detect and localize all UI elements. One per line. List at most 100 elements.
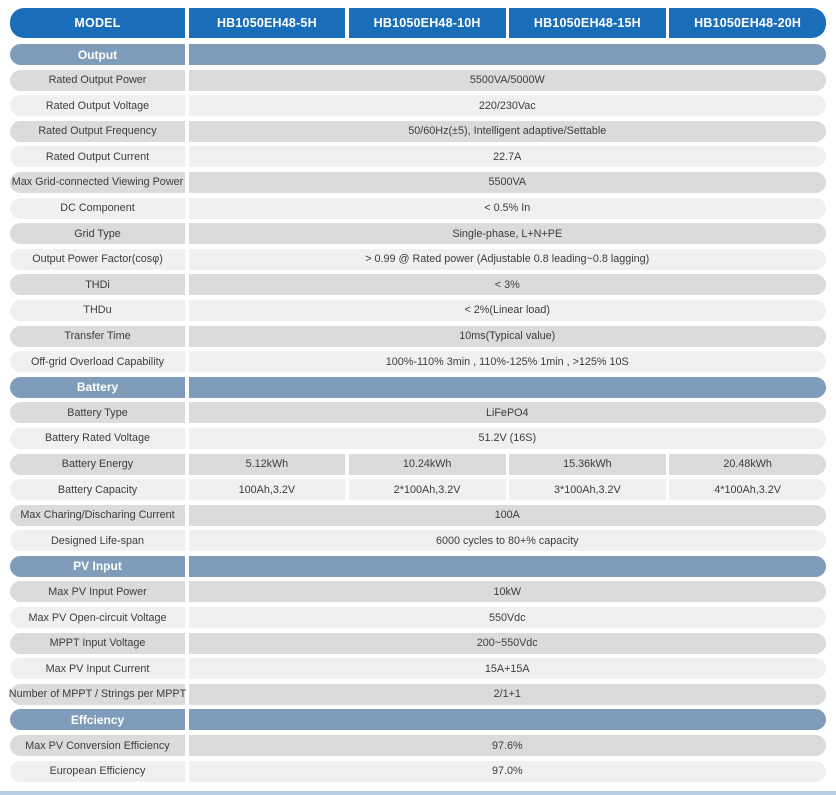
spec-row-value-col3: 3*100Ah,3.2V bbox=[509, 479, 666, 501]
spec-row-value: 6000 cycles to 80+% capacity bbox=[188, 530, 826, 552]
spec-row-label: Rated Output Current bbox=[10, 146, 185, 168]
model-column-header-4: HB1050EH48-20H bbox=[669, 8, 826, 38]
spec-row-value: 10ms(Typical value) bbox=[188, 325, 826, 347]
spec-row-value: 100%-110% 3min , 110%-125% 1min , >125% … bbox=[188, 351, 826, 373]
spec-row-value: 97.0% bbox=[188, 760, 826, 782]
spec-row-value: 50/60Hz(±5), Intelligent adaptive/Settab… bbox=[188, 120, 826, 142]
spec-row: Max PV Open-circuit Voltage 550Vdc bbox=[10, 607, 826, 629]
spec-row-label: Max Charing/Discharing Current bbox=[10, 504, 185, 526]
model-column-header-2: HB1050EH48-10H bbox=[348, 8, 506, 38]
spec-row: Battery Capacity 100Ah,3.2V 2*100Ah,3.2V 3*… bbox=[10, 479, 826, 501]
spec-row: Max PV Input Power 10kW bbox=[10, 581, 826, 603]
spec-row-value-col4: 4*100Ah,3.2V bbox=[669, 479, 826, 501]
spec-row-value: 5500VA/5000W bbox=[188, 69, 826, 91]
spec-row: MPPT Input Voltage 200~550Vdc bbox=[10, 632, 826, 654]
spec-row-value: 100A bbox=[188, 504, 826, 526]
spec-row-value: Single-phase, L+N+PE bbox=[188, 223, 826, 245]
spec-row-value: 51.2V (16S) bbox=[188, 427, 826, 449]
spec-row-value: 200~550Vdc bbox=[188, 632, 826, 654]
spec-row-value: < 0.5% In bbox=[188, 197, 826, 219]
spec-row: THDi < 3% bbox=[10, 274, 826, 296]
spec-row-value-col1: 5.12kWh bbox=[188, 453, 346, 475]
section-row: Effciency bbox=[10, 709, 826, 731]
section-fill bbox=[188, 44, 826, 65]
spec-row: Off-grid Overload Capability 100%-110% 3m… bbox=[10, 351, 826, 373]
spec-row: Output Power Factor(cosφ) > 0.99 @ Rated … bbox=[10, 248, 826, 270]
spec-row-label: Max PV Input Current bbox=[10, 658, 185, 680]
spec-row-label: European Efficiency bbox=[10, 760, 185, 782]
spec-row-label: DC Component bbox=[10, 197, 185, 219]
spec-row: Max PV Conversion Efficiency 97.6% bbox=[10, 735, 826, 757]
spec-row-value-col4: 20.48kWh bbox=[669, 453, 826, 475]
spec-row-label: Rated Output Power bbox=[10, 69, 185, 91]
spec-row-label: Grid Type bbox=[10, 223, 185, 245]
spec-row-label: MPPT Input Voltage bbox=[10, 632, 185, 654]
model-header-row: MODEL HB1050EH48-5H HB1050EH48-10H HB105… bbox=[10, 8, 826, 38]
spec-row-label: Output Power Factor(cosφ) bbox=[10, 248, 185, 270]
spec-row-label: Designed Life-span bbox=[10, 530, 185, 552]
spec-row-value: 220/230Vac bbox=[188, 95, 826, 117]
spec-row-label: THDu bbox=[10, 299, 185, 321]
spec-row: Max Grid-connected Viewing Power 5500VA bbox=[10, 171, 826, 193]
section-label: Battery bbox=[10, 376, 185, 398]
section-label: Effciency bbox=[10, 709, 185, 731]
section-label: PV Input bbox=[10, 555, 185, 577]
spec-row-value-col3: 15.36kWh bbox=[509, 453, 666, 475]
spec-row-value: 10kW bbox=[188, 581, 826, 603]
spec-row-value: 15A+15A bbox=[188, 658, 826, 680]
spec-row-value-col1: 100Ah,3.2V bbox=[188, 479, 346, 501]
spec-row-label: THDi bbox=[10, 274, 185, 296]
spec-row-label: Max PV Open-circuit Voltage bbox=[10, 607, 185, 629]
spec-row-value-col2: 10.24kWh bbox=[348, 453, 506, 475]
spec-table: MODEL HB1050EH48-5H HB1050EH48-10H HB105… bbox=[9, 8, 826, 782]
spec-row-label: Transfer Time bbox=[10, 325, 185, 347]
section-row: Battery bbox=[10, 376, 826, 398]
spec-row-label: Number of MPPT / Strings per MPPT bbox=[9, 683, 186, 705]
spec-row: Battery Energy 5.12kWh 10.24kWh 15.36kWh 20.… bbox=[10, 453, 826, 475]
spec-row-value: 550Vdc bbox=[188, 607, 826, 629]
spec-row-value-col2: 2*100Ah,3.2V bbox=[348, 479, 506, 501]
spec-row-value: LiFePO4 bbox=[188, 402, 826, 424]
spec-row-label: Rated Output Frequency bbox=[10, 120, 185, 142]
spec-row: European Efficiency 97.0% bbox=[10, 760, 826, 782]
spec-row: Max Charing/Discharing Current 100A bbox=[10, 504, 826, 526]
section-fill bbox=[188, 376, 826, 398]
section-fill bbox=[188, 709, 826, 731]
spec-row-value: < 2%(Linear load) bbox=[188, 299, 826, 321]
spec-row: Transfer Time 10ms(Typical value) bbox=[10, 325, 826, 347]
spec-row-label: Max Grid-connected Viewing Power bbox=[10, 171, 185, 193]
model-column-header-3: HB1050EH48-15H bbox=[509, 8, 666, 38]
spec-row: Designed Life-span 6000 cycles to 80+% ca… bbox=[10, 530, 826, 552]
spec-row-value: 5500VA bbox=[188, 171, 826, 193]
spec-row: Battery Type LiFePO4 bbox=[10, 402, 826, 424]
section-fill bbox=[188, 555, 826, 577]
spec-row-label: Max PV Input Power bbox=[10, 581, 185, 603]
spec-row: Rated Output Voltage 220/230Vac bbox=[10, 95, 826, 117]
spec-row-label: Battery Type bbox=[10, 402, 185, 424]
section-row: PV Input bbox=[10, 555, 826, 577]
spec-row-value: < 3% bbox=[188, 274, 826, 296]
model-header-label: MODEL bbox=[10, 8, 185, 38]
spec-row-label: Battery Rated Voltage bbox=[10, 427, 185, 449]
spec-row: Max PV Input Current 15A+15A bbox=[10, 658, 826, 680]
section-row: Output bbox=[10, 44, 826, 65]
spec-row-label: Off-grid Overload Capability bbox=[10, 351, 185, 373]
spec-row: Number of MPPT / Strings per MPPT 2/1+1 bbox=[9, 683, 826, 705]
spec-row-label: Rated Output Voltage bbox=[10, 95, 185, 117]
spec-row-label: Battery Capacity bbox=[10, 479, 185, 501]
spec-row-label: Max PV Conversion Efficiency bbox=[10, 735, 185, 757]
bottom-accent-line bbox=[0, 791, 836, 795]
section-label: Output bbox=[10, 44, 185, 65]
spec-rows: Output Rated Output Power 5500VA/5000W Rate… bbox=[9, 44, 826, 782]
spec-row: THDu < 2%(Linear load) bbox=[10, 299, 826, 321]
spec-row-value: 97.6% bbox=[188, 735, 826, 757]
spec-row-value: 2/1+1 bbox=[188, 683, 826, 705]
spec-row: Battery Rated Voltage 51.2V (16S) bbox=[10, 427, 826, 449]
model-column-header-1: HB1050EH48-5H bbox=[188, 8, 346, 38]
spec-row: Rated Output Power 5500VA/5000W bbox=[10, 69, 826, 91]
spec-row-value: > 0.99 @ Rated power (Adjustable 0.8 lea… bbox=[188, 248, 826, 270]
spec-row-value: 22.7A bbox=[188, 146, 826, 168]
spec-row: DC Component < 0.5% In bbox=[10, 197, 826, 219]
spec-row-label: Battery Energy bbox=[10, 453, 185, 475]
spec-row: Grid Type Single-phase, L+N+PE bbox=[10, 223, 826, 245]
